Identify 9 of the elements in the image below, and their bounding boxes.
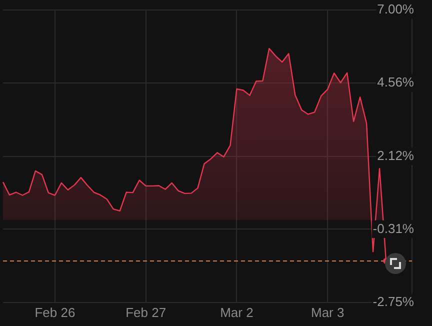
- y-tick-label: 4.56%: [377, 74, 414, 90]
- x-tick-label: Mar 3: [310, 304, 344, 320]
- x-tick-label: Feb 26: [34, 304, 76, 320]
- y-tick-label: 7.00%: [377, 1, 414, 16]
- y-tick-label: 2.12%: [377, 148, 414, 163]
- x-tick-label: Feb 27: [126, 304, 166, 320]
- y-tick-label: -0.31%: [372, 220, 414, 236]
- x-tick-label: Mar 2: [220, 304, 254, 320]
- y-tick-label: -2.75%: [372, 294, 414, 309]
